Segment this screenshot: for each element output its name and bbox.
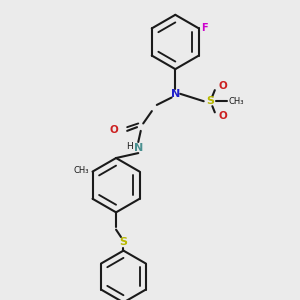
Text: O: O <box>110 124 118 135</box>
Text: N: N <box>134 143 143 153</box>
Text: N: N <box>171 89 180 99</box>
Text: S: S <box>206 96 214 106</box>
Text: O: O <box>218 111 227 121</box>
Text: F: F <box>201 23 208 33</box>
Text: H: H <box>126 142 133 152</box>
Text: CH₃: CH₃ <box>228 97 244 106</box>
Text: O: O <box>218 81 227 92</box>
Text: CH₃: CH₃ <box>73 166 89 175</box>
Text: S: S <box>119 237 128 247</box>
